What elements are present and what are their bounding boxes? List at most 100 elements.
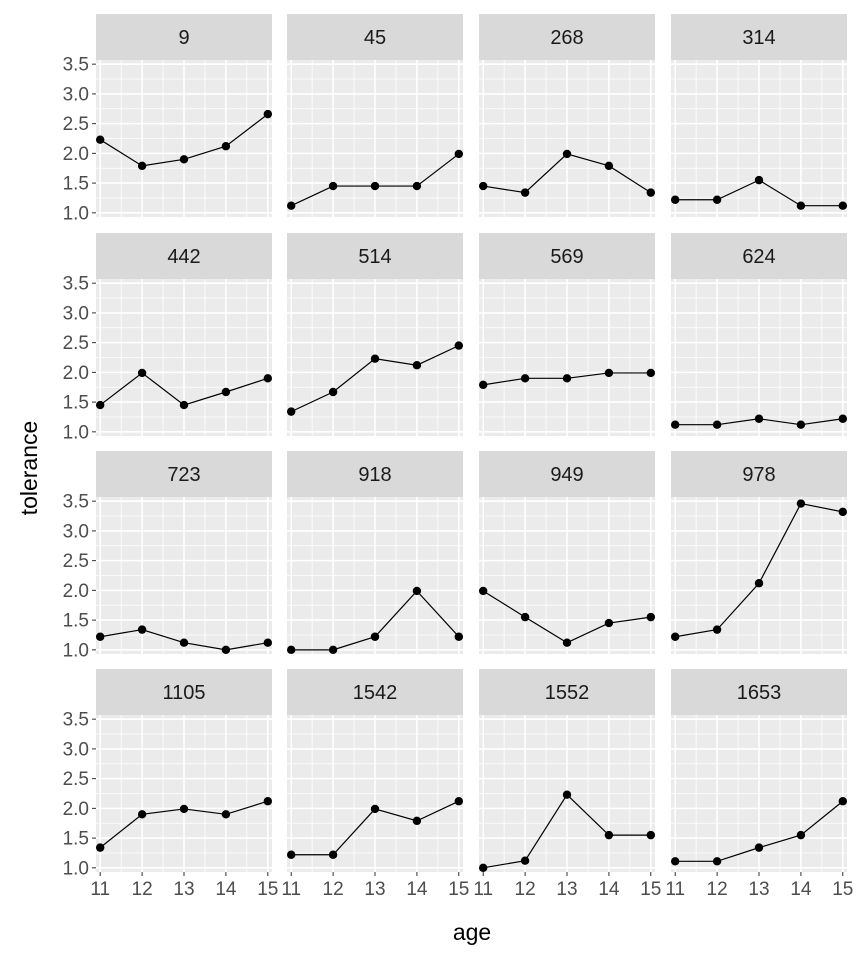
- y-tick-label: 3.5: [63, 274, 89, 295]
- data-point: [754, 414, 764, 423]
- data-point: [179, 400, 189, 410]
- data-point: [179, 638, 189, 647]
- facet-strip: [96, 669, 272, 715]
- x-tick-label: 15: [832, 879, 853, 900]
- data-point: [328, 181, 338, 191]
- data-point: [754, 579, 764, 588]
- x-axis-title: age: [453, 919, 491, 945]
- data-point: [604, 618, 614, 628]
- facet-panel-1552: 1552: [478, 669, 656, 873]
- data-point: [520, 856, 530, 865]
- data-point: [263, 374, 273, 383]
- facet-strip: [287, 14, 463, 60]
- x-tick-label: 12: [515, 879, 536, 900]
- data-point: [286, 645, 296, 655]
- data-point: [454, 632, 464, 641]
- data-point: [95, 843, 105, 852]
- x-tick-label: 15: [448, 879, 469, 900]
- facet-strip: [96, 14, 272, 60]
- data-point: [328, 645, 338, 655]
- y-tick-label: 1.0: [63, 203, 89, 224]
- data-point: [712, 625, 722, 634]
- data-point: [95, 632, 105, 641]
- y-tick-label: 1.5: [63, 393, 89, 414]
- data-point: [520, 188, 530, 197]
- data-point: [796, 420, 806, 429]
- facet-strip-label: 1105: [162, 682, 205, 704]
- facet-panel-569: 569: [478, 233, 656, 436]
- data-point: [712, 420, 722, 429]
- facet-strip-label: 723: [167, 464, 200, 486]
- facet-strip: [671, 669, 847, 715]
- y-tick-label: 1.5: [63, 174, 89, 195]
- data-point: [838, 414, 848, 423]
- x-tick-label: 12: [323, 879, 344, 900]
- data-point: [286, 201, 296, 210]
- data-point: [179, 155, 189, 164]
- facet-strip-label: 918: [358, 464, 391, 486]
- data-point: [370, 354, 380, 363]
- data-point: [604, 368, 614, 378]
- y-tick-label: 2.5: [63, 551, 89, 572]
- facet-strip: [287, 669, 463, 715]
- data-point: [137, 810, 147, 819]
- facet-strip-label: 1552: [545, 682, 590, 704]
- x-tick-label: 13: [364, 879, 385, 900]
- data-point: [520, 374, 530, 383]
- data-point: [412, 361, 422, 370]
- y-tick-label: 3.0: [63, 739, 89, 760]
- data-point: [286, 850, 296, 859]
- data-point: [370, 804, 380, 814]
- x-tick-label: 15: [640, 879, 661, 900]
- y-tick-label: 2.5: [63, 769, 89, 790]
- facet-panel-723: 723: [95, 451, 273, 655]
- facet-strip: [96, 233, 272, 279]
- data-point: [670, 420, 680, 429]
- panels-layer: 9 45 268 314 442 514 569 624 723 918 949 978 1105 154…: [95, 14, 848, 873]
- data-point: [646, 830, 656, 840]
- facet-strip: [96, 451, 272, 497]
- x-tick-label: 14: [215, 879, 237, 900]
- y-tick-label: 3.5: [63, 492, 89, 513]
- facet-panel-45: 45: [286, 14, 464, 217]
- facet-strip-label: 569: [550, 246, 583, 268]
- facet-strip-label: 9: [178, 27, 189, 49]
- data-point: [478, 181, 488, 191]
- x-tick-label: 14: [406, 879, 428, 900]
- data-point: [838, 201, 848, 210]
- facet-strip-label: 268: [550, 27, 583, 49]
- x-tick-label: 11: [665, 879, 685, 900]
- facet-strip-label: 1542: [353, 682, 398, 704]
- data-point: [137, 625, 147, 634]
- data-point: [263, 797, 273, 806]
- data-point: [286, 407, 296, 416]
- facet-strip: [479, 233, 655, 279]
- data-point: [646, 368, 656, 378]
- x-tick-label: 13: [173, 879, 194, 900]
- facet-strip: [479, 451, 655, 497]
- y-tick-label: 1.0: [63, 422, 89, 443]
- facet-panel-978: 978: [670, 451, 848, 654]
- data-point: [412, 181, 422, 191]
- x-tick-label: 12: [132, 879, 153, 900]
- data-point: [95, 400, 105, 410]
- y-tick-label: 3.0: [63, 84, 89, 105]
- data-point: [478, 586, 488, 596]
- y-tick-label: 3.5: [63, 710, 89, 731]
- facet-strip-label: 314: [742, 27, 775, 49]
- facet-strip-label: 514: [358, 246, 391, 268]
- data-point: [562, 374, 572, 383]
- x-tick-label: 13: [556, 879, 577, 900]
- y-tick-label: 2.5: [63, 114, 89, 135]
- data-point: [328, 387, 338, 397]
- x-tick-label: 12: [707, 879, 728, 900]
- y-tick-label: 1.5: [63, 611, 89, 632]
- y-tick-label: 2.0: [63, 363, 89, 384]
- facet-strip: [479, 14, 655, 60]
- facet-panel-9: 9: [95, 14, 273, 217]
- y-tick-label: 1.0: [63, 640, 89, 661]
- facet-panel-949: 949: [478, 451, 656, 654]
- data-point: [370, 632, 380, 641]
- facet-panel-918: 918: [286, 451, 464, 655]
